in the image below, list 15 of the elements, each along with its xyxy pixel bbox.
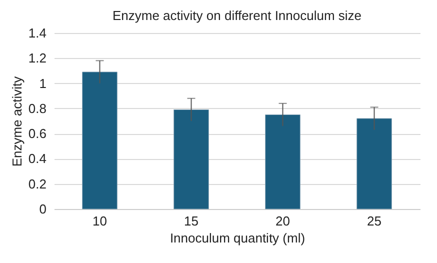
x-tick-label: 10	[92, 214, 107, 228]
y-tick-label: 1.4	[28, 26, 46, 40]
chart-title: Enzyme activity on different Innoculum size	[112, 8, 362, 23]
y-tick-label: 1.2	[28, 50, 46, 66]
x-tick-label: 20	[276, 214, 290, 228]
x-tick-label: 25	[367, 214, 382, 228]
y-tick-label: 0.2	[28, 176, 46, 192]
y-tick-label: 0.8	[28, 100, 46, 116]
x-tick-label: 15	[184, 214, 198, 228]
y-tick-label: 1	[39, 76, 46, 91]
y-tick-label: 0.6	[28, 126, 46, 142]
y-tick-label: 0.4	[28, 151, 46, 166]
y-tick-label: 0	[39, 202, 46, 216]
x-axis-title: Innoculum quantity (ml)	[170, 230, 306, 246]
y-axis-title: Enzyme activity	[9, 76, 24, 167]
